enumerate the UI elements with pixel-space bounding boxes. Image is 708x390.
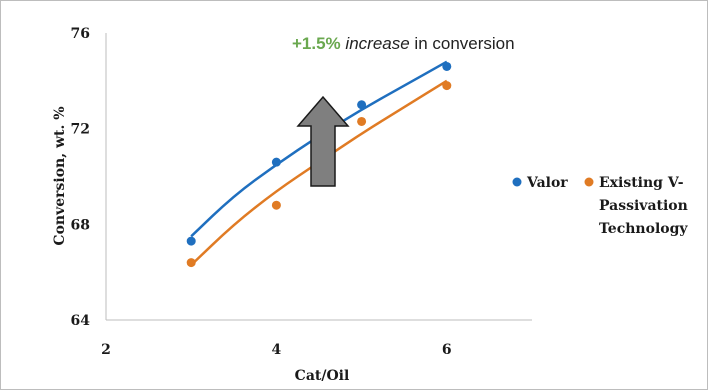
axes xyxy=(105,33,532,321)
data-point-0-2 xyxy=(357,100,367,110)
x-tick-label: 6 xyxy=(442,342,452,358)
data-point-1-3 xyxy=(442,81,452,91)
y-tick-label: 72 xyxy=(71,122,90,138)
y-tick-label: 68 xyxy=(71,217,90,233)
data-points xyxy=(186,61,452,268)
y-tick-labels: 64 68 72 76 xyxy=(71,26,91,329)
y-tick-label: 76 xyxy=(71,26,90,42)
data-point-1-1 xyxy=(271,200,281,210)
legend-marker-valor xyxy=(512,177,522,187)
annotation-highlight: +1.5% xyxy=(292,34,341,53)
annotation-emph: increase xyxy=(345,34,409,53)
data-point-1-2 xyxy=(357,116,367,126)
data-point-0-3 xyxy=(442,61,452,71)
legend-label-existing-line3: Technology xyxy=(599,221,688,237)
data-point-0-0 xyxy=(186,236,196,246)
x-axis-title: Cat/Oil xyxy=(295,368,350,384)
legend: Valor Existing V- Passivation Technology xyxy=(512,175,693,237)
annotation-rest: in conversion xyxy=(414,34,514,53)
y-axis-title: Conversion, wt. % xyxy=(52,106,68,245)
x-tick-label: 2 xyxy=(101,342,111,358)
legend-label-existing-line1: Existing V- xyxy=(599,175,684,191)
legend-label-existing: Existing V- Passivation Technology xyxy=(599,175,693,237)
legend-label-valor: Valor xyxy=(526,175,568,191)
legend-label-existing-line2: Passivation xyxy=(599,198,688,214)
up-arrow-icon xyxy=(296,95,350,187)
x-tick-labels: 2 4 6 xyxy=(101,342,452,358)
data-point-0-1 xyxy=(271,157,281,167)
x-tick-label: 4 xyxy=(272,342,282,358)
data-point-1-0 xyxy=(186,258,196,268)
legend-marker-existing xyxy=(584,177,594,187)
y-tick-label: 64 xyxy=(71,313,91,329)
annotation-text: +1.5% increase in conversion xyxy=(292,34,515,53)
